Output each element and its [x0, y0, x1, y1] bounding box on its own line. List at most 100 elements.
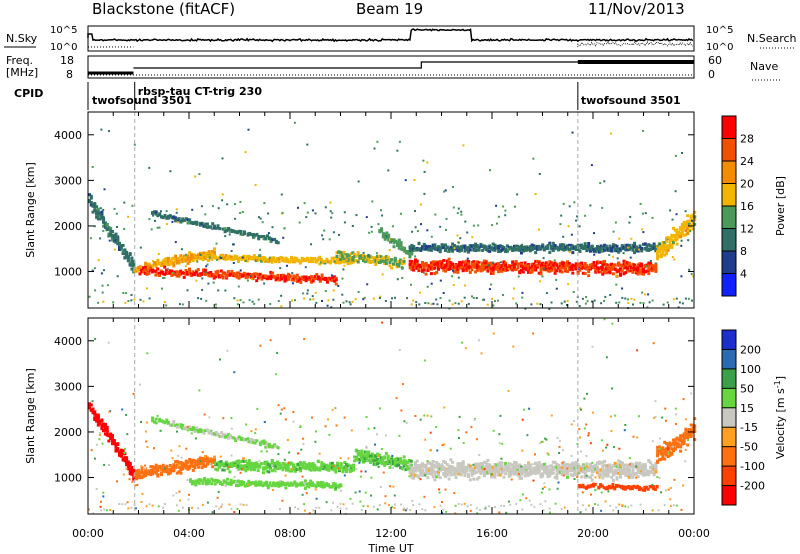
noise-cell — [160, 210, 162, 213]
scatter-cell — [507, 462, 511, 466]
scatter-cell — [212, 479, 215, 483]
noise-cell — [647, 293, 650, 296]
scatter-cell — [208, 256, 212, 260]
scatter-cell — [204, 224, 208, 228]
scatter-cell — [560, 264, 564, 268]
scatter-cell — [325, 468, 329, 472]
scatter-cell — [315, 273, 319, 276]
scatter-cell — [254, 461, 258, 465]
scatter-cell — [511, 268, 515, 272]
scatter-cell — [388, 460, 392, 464]
scatter-cell — [102, 224, 106, 228]
scatter-cell — [400, 461, 404, 465]
scatter-cell — [205, 225, 209, 229]
scatter-cell — [564, 465, 568, 469]
scatter-cell — [424, 468, 428, 472]
ground-cell — [678, 301, 681, 304]
scatter-cell — [474, 270, 478, 274]
scatter-cell — [175, 425, 179, 429]
scatter-cell — [188, 259, 192, 263]
scatter-cell — [241, 438, 245, 442]
scatter-cell — [363, 454, 367, 458]
scatter-cell — [624, 247, 628, 251]
scatter-cell — [91, 407, 95, 411]
noise-cell — [102, 215, 105, 218]
scatter-cell — [631, 243, 635, 247]
scatter-cell — [666, 248, 670, 252]
scatter-cell — [142, 471, 146, 475]
noise-cell — [217, 289, 220, 292]
scatter-cell — [603, 243, 607, 247]
scatter-cell — [408, 263, 412, 267]
scatter-cell — [149, 268, 153, 272]
scatter-cell — [339, 260, 343, 264]
scatter-cell — [160, 467, 163, 471]
scatter-cell — [590, 469, 594, 473]
scatter-cell — [594, 268, 598, 272]
scatter-cell — [116, 238, 120, 242]
scatter-cell — [300, 259, 304, 263]
scatter-cell — [256, 483, 260, 487]
scatter-cell — [188, 425, 192, 429]
scatter-cell — [597, 474, 601, 477]
scatter-cell — [523, 264, 527, 268]
scatter-cell — [493, 474, 497, 478]
scatter-cell — [205, 459, 209, 463]
scatter-cell — [412, 247, 416, 251]
scatter-cell — [604, 271, 608, 275]
scatter-cell — [412, 245, 416, 248]
noise-cell — [517, 275, 520, 278]
noise-cell — [502, 205, 505, 208]
scatter-cell — [270, 256, 274, 260]
scatter-cell — [311, 462, 315, 466]
scatter-cell — [231, 461, 235, 465]
scatter-cell — [89, 403, 93, 407]
noise-cell — [364, 258, 367, 261]
scatter-cell — [195, 256, 199, 260]
scatter-cell — [551, 468, 555, 472]
scatter-cell — [619, 468, 622, 471]
scatter-cell — [272, 464, 276, 468]
scatter-cell — [253, 462, 257, 465]
scatter-cell — [140, 270, 144, 274]
noise-cell — [249, 275, 252, 277]
scatter-cell — [390, 462, 394, 466]
scatter-cell — [151, 416, 155, 420]
scatter-cell — [205, 428, 209, 432]
scatter-cell — [251, 463, 255, 467]
scatter-cell — [221, 433, 225, 437]
scatter-cell — [274, 464, 278, 468]
scatter-cell — [686, 214, 690, 218]
scatter-cell — [514, 463, 518, 466]
scatter-cell — [412, 471, 416, 474]
scatter-cell — [215, 480, 219, 484]
scatter-cell — [156, 474, 160, 478]
scatter-cell — [459, 465, 463, 469]
scatter-cell — [433, 471, 437, 475]
noise-cell — [690, 273, 693, 276]
scatter-cell — [168, 262, 172, 266]
scatter-cell — [188, 269, 191, 273]
scatter-cell — [197, 461, 201, 465]
noise-cell — [351, 225, 354, 227]
scatter-cell — [488, 463, 492, 467]
scatter-cell — [322, 465, 326, 469]
scatter-cell — [523, 248, 527, 252]
scatter-cell — [246, 437, 250, 441]
noise-cell — [622, 252, 625, 255]
scatter-cell — [402, 464, 406, 468]
scatter-cell — [174, 258, 178, 262]
scatter-cell — [419, 465, 423, 469]
scatter-cell — [93, 209, 97, 213]
scatter-cell — [424, 464, 428, 467]
scatter-cell — [347, 254, 351, 258]
noise-cell — [367, 254, 370, 257]
scatter-cell — [293, 465, 297, 469]
noise-cell — [572, 291, 575, 293]
scatter-cell — [399, 258, 403, 262]
scatter-cell — [601, 272, 605, 276]
scatter-cell — [461, 466, 465, 469]
scatter-cell — [259, 480, 263, 484]
scatter-cell — [627, 248, 631, 252]
